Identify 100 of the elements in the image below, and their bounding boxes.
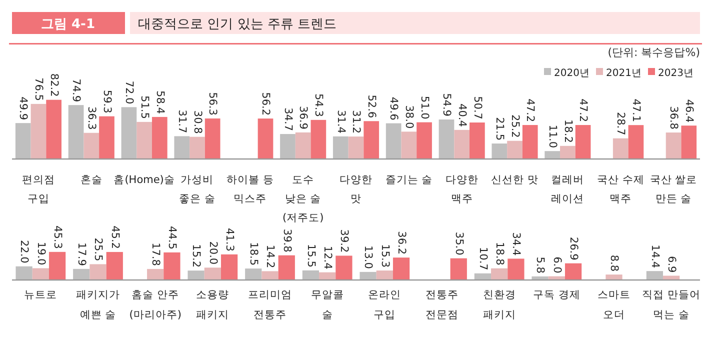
x-tick-label: 직접 만들어 먹는 술: [642, 289, 701, 321]
data-label: 39.2: [338, 229, 350, 253]
data-label: 47.2: [524, 98, 536, 122]
bar: [310, 120, 326, 159]
chart-title: 대중적으로 인기 있는 주류 트렌드: [138, 17, 337, 32]
data-label: 51.5: [138, 96, 150, 119]
x-tick-label: 신선한 맛: [491, 174, 538, 186]
bar: [560, 146, 576, 159]
data-label: 36.2: [395, 231, 408, 255]
x-tick-label: 뉴트로: [24, 289, 58, 301]
data-label: 50.7: [471, 96, 484, 120]
x-tick-label: 국산 쌀로 만든 술: [650, 174, 698, 205]
data-label: 72.0: [123, 80, 136, 104]
bar: [681, 126, 697, 159]
x-tick-label: 즐기는 술: [385, 174, 433, 186]
bar: [474, 273, 492, 280]
x-tick-label: 패키지가 예쁜 술: [76, 289, 120, 321]
x-tick-label: 컬레버 레이션: [551, 174, 584, 205]
x-tick-label: 무알콜 술: [310, 289, 344, 321]
bar: [278, 255, 295, 280]
data-label: 18.2: [562, 120, 574, 143]
bar: [32, 268, 49, 280]
bar: [348, 136, 364, 159]
bar: [204, 268, 221, 280]
data-label: 31.4: [334, 110, 347, 134]
data-label: 41.3: [223, 228, 236, 252]
data-label: 36.8: [668, 106, 680, 130]
bar: [48, 252, 66, 280]
data-label: 38.0: [403, 105, 416, 129]
data-label: 15.5: [304, 244, 317, 268]
data-label: 76.5: [32, 78, 45, 101]
bar: [491, 268, 508, 280]
data-label: 11.0: [546, 124, 558, 148]
data-label: 47.2: [577, 98, 590, 122]
data-label: 52.6: [365, 94, 378, 118]
bar: [258, 118, 274, 159]
bar: [646, 271, 664, 280]
bar: [666, 132, 682, 159]
bar: [46, 100, 62, 159]
bar: [319, 272, 336, 280]
data-label: 15.3: [378, 244, 391, 268]
data-label: 14.2: [264, 244, 276, 268]
data-label: 35.0: [452, 232, 465, 256]
bar: [386, 123, 402, 159]
data-label: 30.8: [191, 110, 204, 134]
bar: [106, 252, 123, 280]
data-label: 20.0: [206, 241, 219, 265]
bar: [73, 268, 90, 280]
x-tick-label: 혼술: [80, 174, 102, 186]
x-tick-label: 다양한 맛: [340, 174, 372, 205]
data-label: 15.2: [190, 244, 202, 268]
data-label: 46.4: [683, 99, 696, 123]
bar: [174, 136, 190, 159]
x-tick-label: 하이볼 등 믹스주: [226, 174, 274, 205]
legend-label: 2023년: [658, 68, 694, 79]
bar: [612, 138, 628, 159]
data-label: 82.2: [48, 73, 60, 97]
data-label: 17.8: [149, 242, 162, 266]
x-tick-label: 다양한 맥주: [445, 174, 478, 205]
data-label: 21.5: [494, 117, 506, 141]
bar: [575, 125, 591, 159]
bar: [99, 116, 114, 159]
x-tick-label: 친환경 패키지: [482, 289, 516, 321]
bar: [454, 130, 470, 159]
bar: [628, 125, 644, 159]
bar: [470, 122, 485, 159]
data-label: 34.7: [282, 108, 294, 132]
bar: [332, 136, 348, 159]
x-tick-label: 스마트 오더: [598, 289, 630, 321]
data-label: 59.3: [100, 90, 113, 114]
bar: [492, 144, 508, 159]
data-label: 58.4: [154, 90, 166, 114]
bar: [544, 151, 560, 159]
bar: [68, 105, 84, 159]
data-label: 56.3: [206, 92, 219, 116]
bar: [262, 271, 278, 280]
x-tick-label: 구독 경제: [532, 289, 580, 301]
data-label: 6.0: [550, 256, 563, 274]
data-label: 28.7: [614, 112, 627, 136]
bar: [15, 123, 31, 159]
bar: [416, 122, 432, 159]
bar: [663, 276, 680, 280]
x-tick-label: 홈술 안주 (마리아주): [129, 289, 182, 321]
x-tick-label: 온라인 구입: [368, 289, 402, 321]
data-label: 8.8: [608, 254, 620, 272]
x-tick-label: 도수 낮은 술 (저주도): [282, 174, 324, 224]
bar: [245, 268, 262, 280]
data-label: 25.2: [508, 114, 521, 138]
bar: [280, 134, 296, 159]
bar: [16, 266, 32, 280]
data-label: 26.9: [567, 236, 580, 260]
data-label: 49.6: [388, 96, 400, 121]
data-label: 18.8: [493, 242, 506, 266]
data-label: 36.9: [297, 106, 310, 130]
bar: [508, 258, 524, 280]
data-label: 6.9: [665, 256, 678, 273]
x-tick-label: 소용량 패키지: [196, 289, 230, 321]
legend-label: 2021년: [606, 68, 642, 79]
data-label: 13.0: [362, 246, 374, 269]
bar: [152, 116, 168, 159]
